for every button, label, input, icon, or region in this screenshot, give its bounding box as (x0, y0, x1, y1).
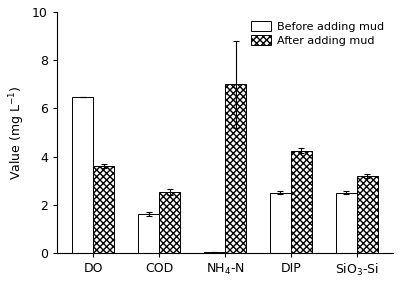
Bar (204, 252, 225, 253)
Bar (93, 166, 114, 253)
Bar (159, 192, 180, 253)
Bar (357, 176, 378, 253)
Bar (291, 150, 312, 253)
Bar (336, 193, 357, 253)
Bar (138, 214, 159, 253)
Bar (225, 84, 246, 253)
Bar (72, 97, 93, 253)
Y-axis label: Value (mg L$^{-1}$): Value (mg L$^{-1}$) (7, 85, 26, 180)
Legend: Before adding mud, After adding mud: Before adding mud, After adding mud (248, 17, 388, 49)
Bar (270, 193, 291, 253)
